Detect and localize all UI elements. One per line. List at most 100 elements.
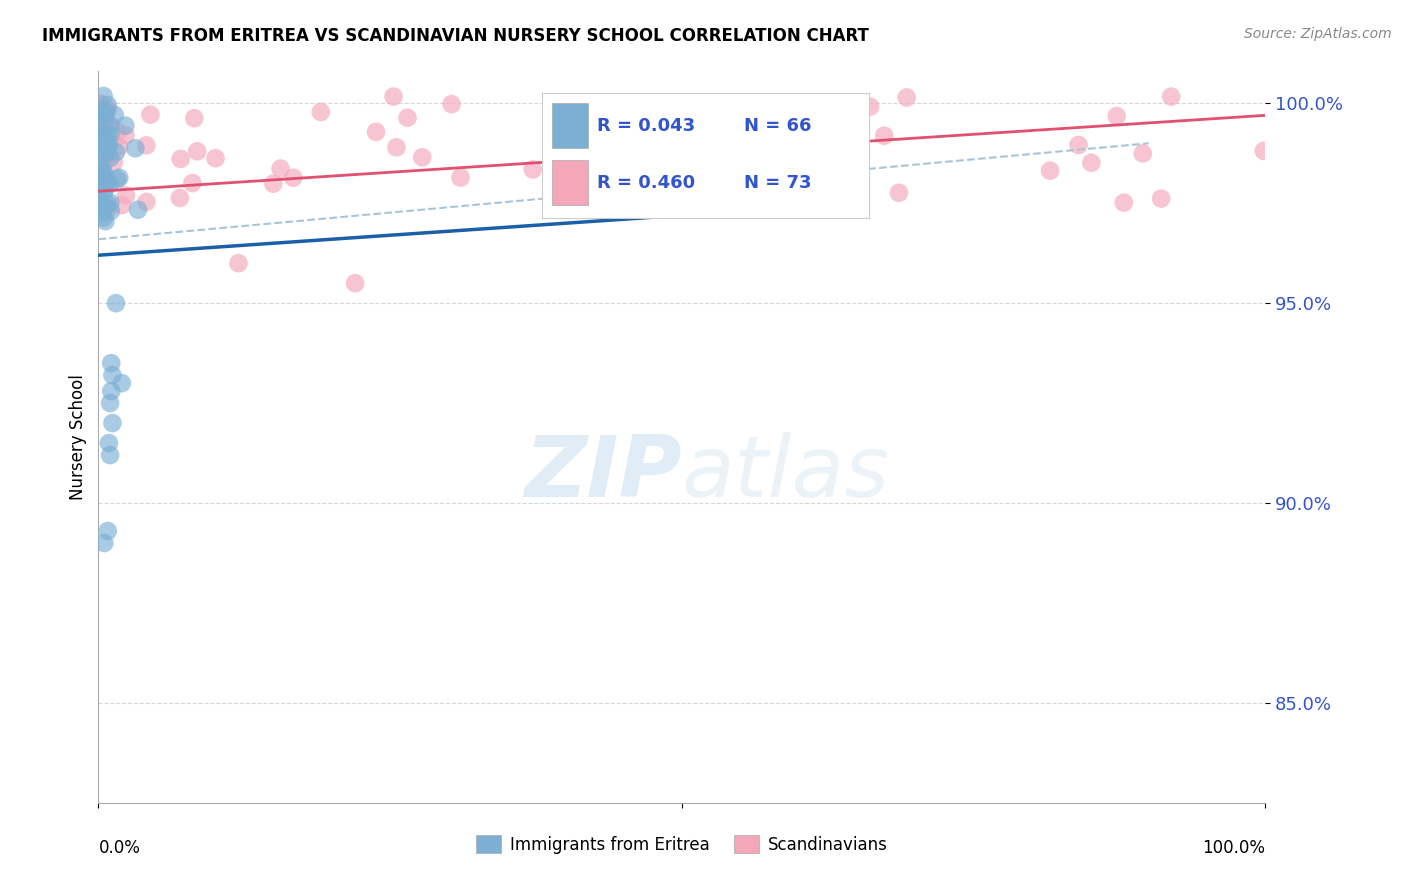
Point	[1112, 195, 1135, 210]
Point	[592, 170, 614, 185]
Point	[91, 167, 114, 181]
Text: Source: ZipAtlas.com: Source: ZipAtlas.com	[1244, 27, 1392, 41]
Point	[1105, 109, 1128, 123]
Point	[91, 143, 114, 157]
Point	[114, 128, 136, 143]
Point	[96, 171, 118, 186]
Point	[111, 198, 134, 212]
Point	[768, 97, 790, 112]
Point	[94, 178, 117, 192]
Point	[181, 176, 204, 190]
Point	[94, 214, 117, 228]
Point	[93, 211, 115, 225]
Point	[183, 112, 205, 126]
Point	[91, 128, 114, 142]
Point	[859, 100, 882, 114]
Point	[115, 188, 138, 202]
Point	[104, 296, 127, 310]
Point	[105, 172, 128, 186]
Point	[100, 119, 122, 133]
Point	[396, 111, 419, 125]
Point	[89, 136, 111, 150]
Point	[98, 396, 121, 410]
Point	[1067, 138, 1090, 153]
Point	[522, 162, 544, 177]
Point	[91, 174, 114, 188]
Point	[270, 161, 292, 176]
Point	[96, 202, 118, 217]
Point	[186, 145, 208, 159]
Point	[382, 89, 405, 103]
Point	[90, 128, 112, 143]
Text: IMMIGRANTS FROM ERITREA VS SCANDINAVIAN NURSERY SCHOOL CORRELATION CHART: IMMIGRANTS FROM ERITREA VS SCANDINAVIAN …	[42, 27, 869, 45]
Text: 100.0%: 100.0%	[1202, 839, 1265, 857]
Point	[100, 195, 122, 210]
Point	[87, 191, 110, 205]
Text: 0.0%: 0.0%	[98, 839, 141, 857]
Point	[135, 194, 157, 209]
Point	[93, 130, 115, 145]
Point	[90, 129, 112, 144]
Point	[103, 155, 125, 169]
Point	[96, 196, 118, 211]
Point	[97, 118, 120, 132]
Point	[97, 120, 120, 134]
Point	[101, 368, 124, 383]
Point	[93, 172, 115, 186]
Point	[98, 178, 121, 192]
Point	[93, 170, 115, 185]
Point	[89, 197, 111, 211]
Point	[90, 126, 112, 140]
Point	[97, 102, 120, 116]
Point	[228, 256, 250, 270]
Point	[94, 124, 117, 138]
Point	[344, 276, 367, 290]
Point	[710, 186, 733, 200]
Point	[204, 151, 226, 165]
Point	[90, 145, 112, 160]
Point	[108, 170, 131, 185]
Point	[96, 175, 118, 189]
Point	[1160, 89, 1182, 103]
Point	[97, 98, 120, 112]
Point	[90, 97, 112, 112]
Point	[127, 202, 149, 217]
Text: ZIP: ZIP	[524, 432, 682, 516]
Point	[440, 97, 463, 112]
Point	[87, 123, 110, 137]
Point	[450, 170, 472, 185]
Point	[93, 186, 115, 200]
Text: atlas: atlas	[682, 432, 890, 516]
Point	[97, 524, 120, 538]
Point	[94, 140, 117, 154]
Point	[100, 204, 122, 219]
Point	[105, 145, 128, 159]
Point	[89, 109, 111, 123]
Point	[89, 131, 111, 145]
Point	[662, 186, 685, 201]
Y-axis label: Nursery School: Nursery School	[69, 374, 87, 500]
Point	[93, 536, 115, 550]
Point	[675, 142, 697, 156]
Point	[96, 145, 118, 160]
Point	[90, 151, 112, 165]
Point	[91, 176, 114, 190]
Point	[887, 186, 910, 200]
Point	[731, 191, 754, 205]
Point	[1132, 146, 1154, 161]
Point	[90, 97, 112, 112]
Point	[818, 146, 841, 161]
Point	[93, 165, 115, 179]
Point	[283, 170, 305, 185]
Point	[364, 125, 387, 139]
Point	[98, 136, 121, 151]
Point	[111, 376, 134, 391]
Legend: Immigrants from Eritrea, Scandinavians: Immigrants from Eritrea, Scandinavians	[470, 829, 894, 860]
Point	[91, 108, 114, 122]
Point	[90, 167, 112, 181]
Point	[107, 125, 129, 139]
Point	[98, 151, 121, 165]
Point	[124, 141, 146, 155]
Point	[1253, 144, 1275, 158]
Point	[91, 197, 114, 211]
